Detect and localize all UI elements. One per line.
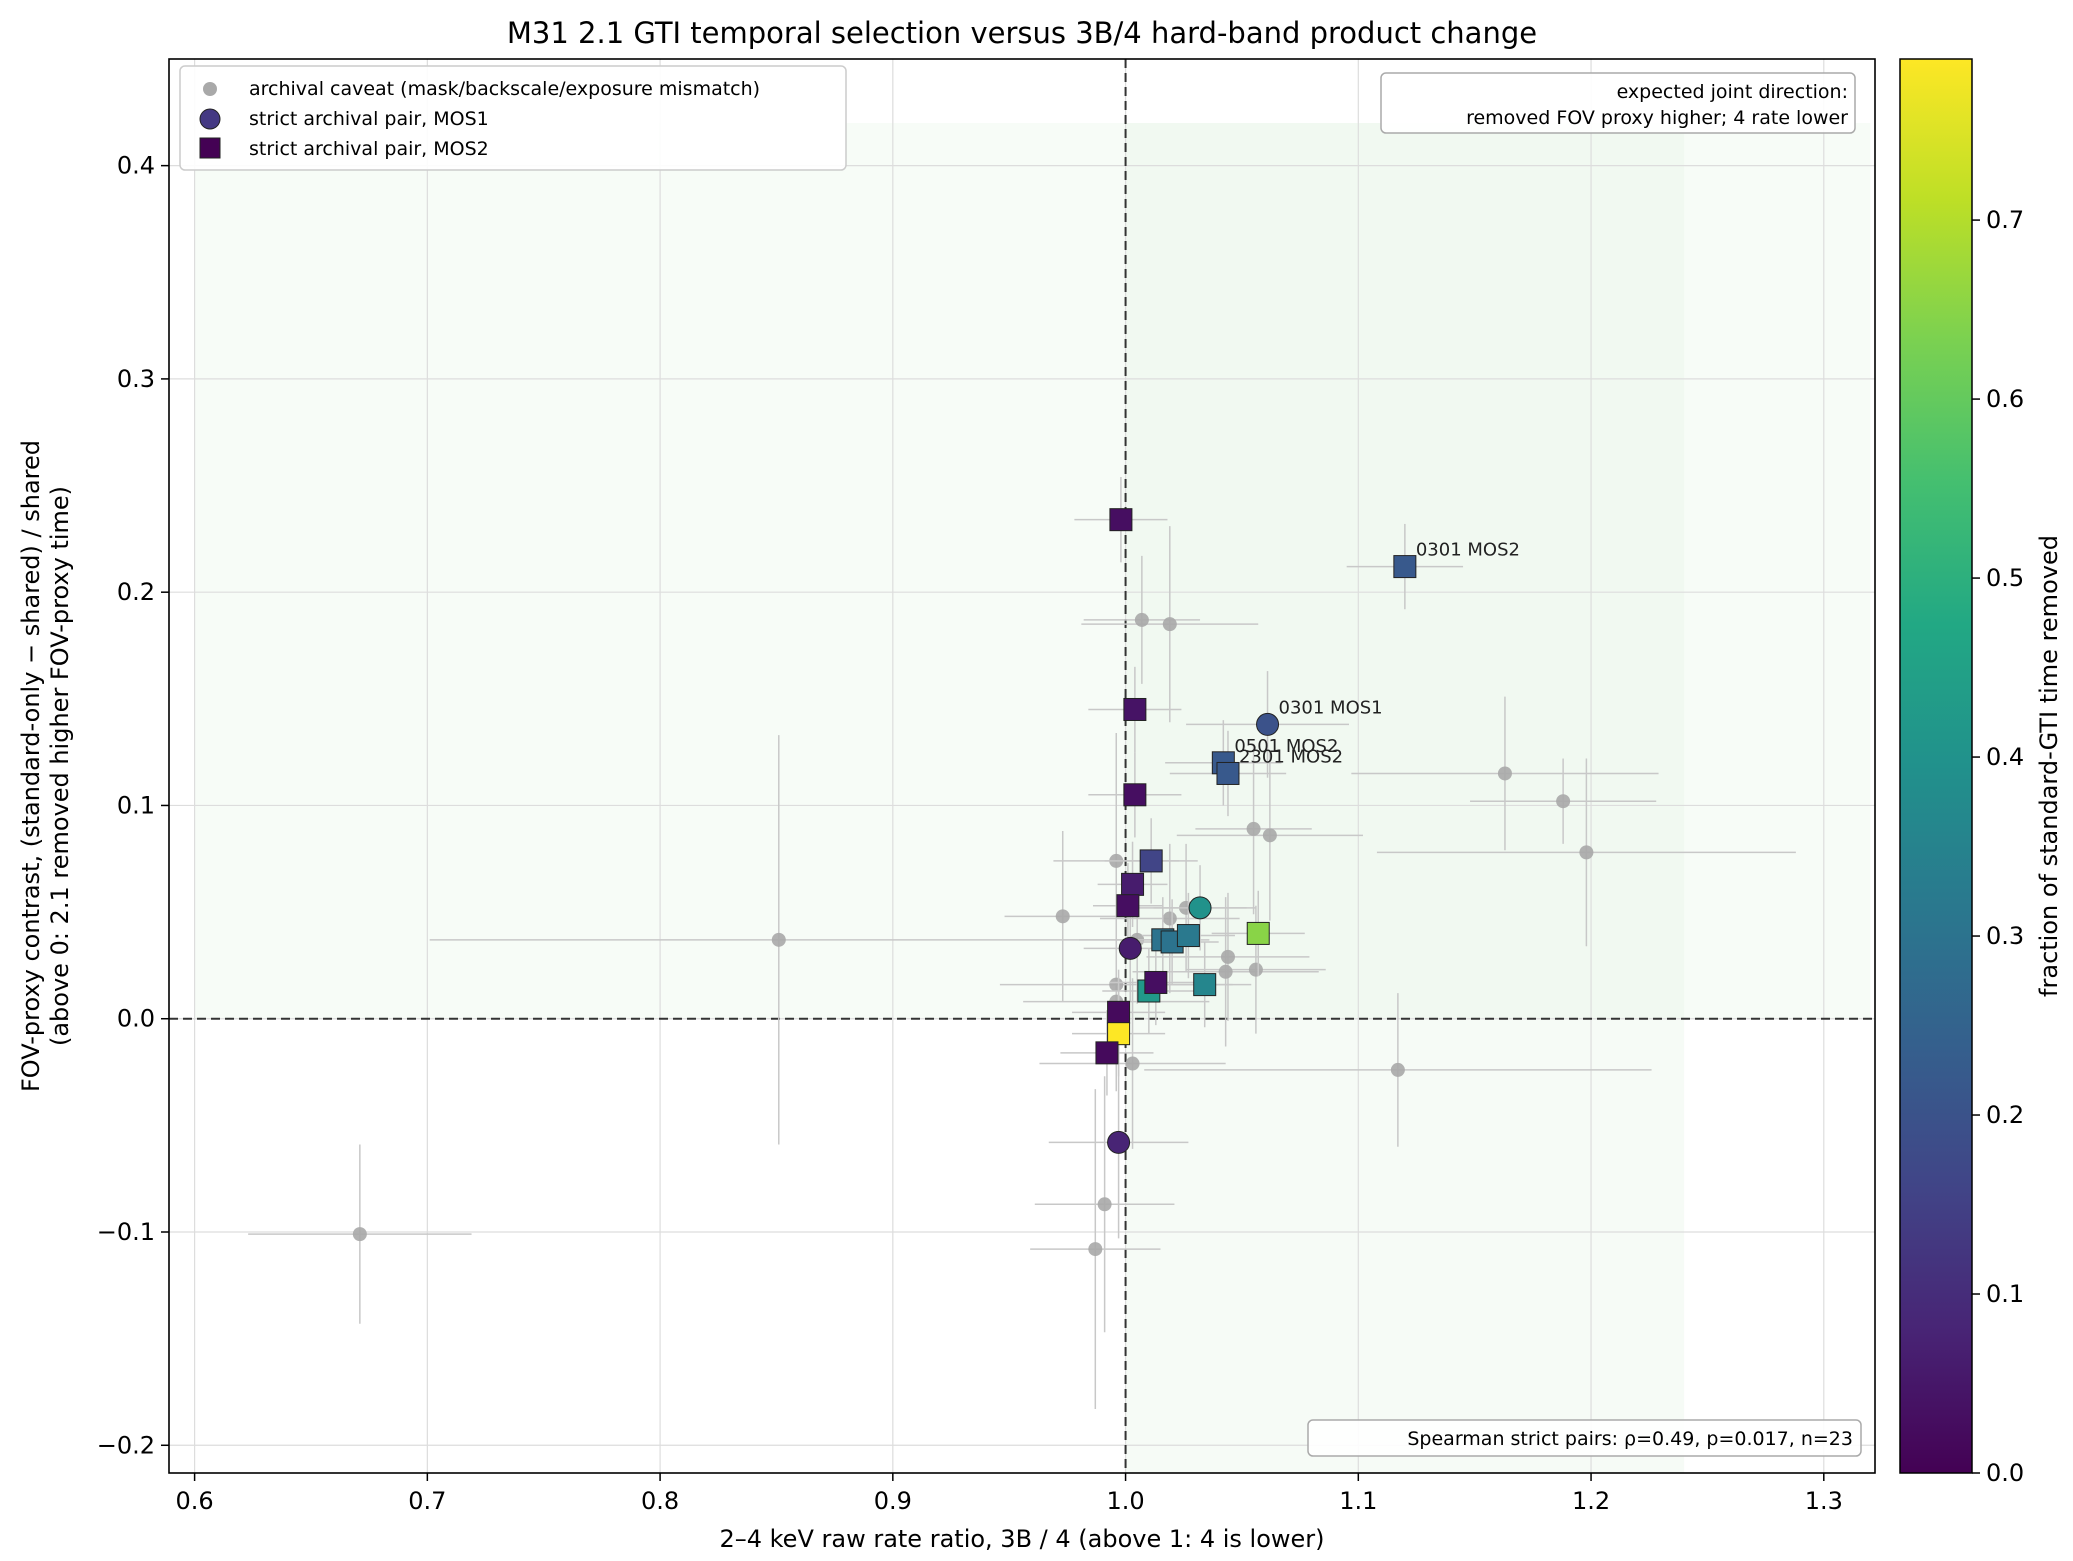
caveat-point	[1218, 964, 1233, 979]
colorbar-tick-label: 0.1	[1986, 1280, 2024, 1308]
mos2-point	[1139, 849, 1163, 873]
caveat-point	[1088, 1242, 1103, 1257]
caveat-point	[1497, 766, 1512, 781]
colorbar-tick-label: 0.3	[1986, 922, 2024, 950]
y-tick-label: 0.4	[117, 152, 155, 180]
stats-note: Spearman strict pairs: ρ=0.49, p=0.017, …	[1307, 1419, 1862, 1457]
point-label: 0501 MOS2	[1234, 736, 1338, 757]
caveat-series	[248, 526, 1796, 1410]
point-label: 0301 MOS1	[1279, 697, 1383, 718]
mos2-point	[1095, 1041, 1119, 1065]
colorbar-title: fraction of standard-GTI time removed	[2035, 535, 2063, 997]
caveat-point	[1246, 821, 1261, 836]
caveat-point	[1248, 962, 1263, 977]
mos2-point	[1121, 872, 1145, 896]
reference-lines	[169, 59, 1875, 1473]
caveat-point	[1097, 1197, 1112, 1212]
point-label: 0301 MOS2	[1416, 540, 1520, 561]
mos2-point	[1393, 555, 1417, 579]
legend-caveat-marker	[203, 82, 217, 96]
legend-mos2-marker	[199, 137, 221, 159]
mos2-point	[1216, 761, 1240, 785]
x-tick-label: 1.0	[1106, 1487, 1144, 1515]
colorbar-tick-label: 0.2	[1986, 1101, 2024, 1129]
caveat-point	[1556, 794, 1571, 809]
mos2-point	[1123, 783, 1147, 807]
caveat-point	[1220, 949, 1235, 964]
colorbar-tick-label: 0.7	[1986, 206, 2024, 234]
y-tick-label: 0.1	[117, 791, 155, 819]
caveat-point	[1162, 911, 1177, 926]
direction-note: expected joint direction: removed FOV pr…	[1380, 72, 1856, 134]
legend-frame	[179, 65, 847, 171]
mos2-point	[1144, 970, 1168, 994]
legend-mos2-label: strict archival pair, MOS2	[249, 138, 489, 160]
point-label: 2301 MOS2	[1239, 746, 1343, 767]
mos2-point	[1109, 508, 1133, 532]
caveat-point	[1109, 977, 1124, 992]
legend: archival caveat (mask/backscale/exposure…	[179, 65, 847, 171]
direction-note-frame	[1380, 72, 1856, 134]
stats-note-frame	[1307, 1419, 1862, 1457]
colorbar-tick-label: 0.5	[1986, 564, 2024, 592]
mos1-point	[1107, 1130, 1131, 1154]
chart-title: M31 2.1 GTI temporal selection versus 3B…	[507, 16, 1537, 50]
direction-note-line1: expected joint direction:	[1617, 81, 1848, 103]
x-tick-label: 1.2	[1572, 1487, 1610, 1515]
mos2-point	[1246, 921, 1270, 945]
mos1-point	[1256, 712, 1280, 736]
x-tick-label: 0.9	[874, 1487, 912, 1515]
y-tick-label: 0.2	[117, 578, 155, 606]
y-axis-title-line1: FOV-proxy contrast, (standard-only − sha…	[17, 440, 45, 1092]
colorbar: 0.0 0.1 0.2 0.3 0.4 0.5 0.6 0.7 fraction of sta…	[1899, 58, 2063, 1487]
direction-note-line2: removed FOV proxy higher; 4 rate lower	[1466, 107, 1848, 129]
shaded-region	[1125, 122, 1685, 1473]
colorbar-tick-label: 0.4	[1986, 743, 2024, 771]
caveat-point	[1055, 909, 1070, 924]
caveat-point	[1162, 617, 1177, 632]
x-tick-label: 0.8	[641, 1487, 679, 1515]
mos2-point	[1116, 894, 1140, 918]
x-tick-label: 1.3	[1805, 1487, 1843, 1515]
strict-series	[1048, 477, 1464, 1239]
y-axis-ticks: −0.2 −0.1 0.0 0.1 0.2 0.3 0.4	[97, 152, 169, 1459]
legend-caveat-label: archival caveat (mask/backscale/exposure…	[249, 78, 760, 100]
colorbar-gradient	[1899, 58, 1973, 1474]
caveat-point	[1262, 828, 1277, 843]
mos2-point	[1107, 1022, 1131, 1046]
y-tick-label: −0.1	[97, 1218, 155, 1246]
x-tick-label: 0.6	[176, 1487, 214, 1515]
mos2-point	[1176, 924, 1200, 948]
plot-frame	[168, 58, 1876, 1474]
y-tick-label: 0.0	[117, 1005, 155, 1033]
y-axis-title-line2: (above 0: 2.1 removed higher FOV-proxy t…	[46, 486, 74, 1046]
x-axis-ticks: 0.6 0.7 0.8 0.9 1.0 1.1 1.2 1.3	[176, 1473, 1843, 1515]
caveat-point	[1579, 845, 1594, 860]
caveat-point	[1390, 1062, 1405, 1077]
y-tick-label: −0.2	[97, 1431, 155, 1459]
mos2-point	[1107, 1000, 1131, 1024]
colorbar-ticks: 0.0 0.1 0.2 0.3 0.4 0.5 0.6 0.7	[1972, 206, 2024, 1487]
mos1-point	[1118, 936, 1142, 960]
x-tick-label: 0.7	[408, 1487, 446, 1515]
x-axis-title: 2–4 keV raw rate ratio, 3B / 4 (above 1:…	[719, 1525, 1324, 1553]
colorbar-tick-label: 0.6	[1986, 385, 2024, 413]
colorbar-tick-label: 0.0	[1986, 1459, 2024, 1487]
legend-mos1-label: strict archival pair, MOS1	[249, 108, 489, 130]
y-tick-label: 0.3	[117, 365, 155, 393]
caveat-point	[1125, 1056, 1140, 1071]
mos2-point	[1193, 973, 1217, 997]
caveat-point	[352, 1227, 367, 1242]
caveat-point	[771, 932, 786, 947]
caveat-point	[1134, 612, 1149, 627]
stats-note-text: Spearman strict pairs: ρ=0.49, p=0.017, …	[1407, 1428, 1853, 1450]
mos2-point	[1123, 697, 1147, 721]
mos1-point	[1188, 896, 1212, 920]
legend-mos1-marker	[199, 108, 221, 130]
x-tick-label: 1.1	[1339, 1487, 1377, 1515]
